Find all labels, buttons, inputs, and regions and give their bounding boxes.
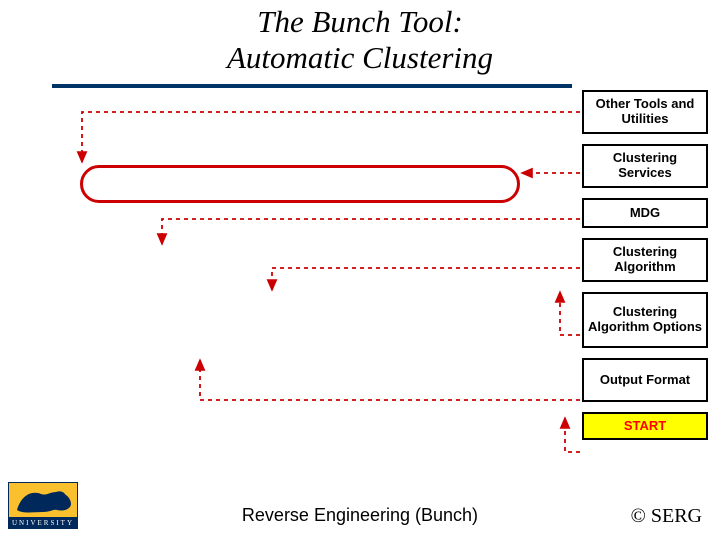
arrow-clust-opt-into-alg	[560, 292, 580, 335]
arrow-other-tools-to-corner	[82, 112, 580, 162]
box-clustering-services: Clustering Services	[582, 144, 708, 188]
footer-center: Reverse Engineering (Bunch)	[0, 505, 720, 526]
box-mdg: MDG	[582, 198, 708, 228]
box-clustering-algorithm: Clustering Algorithm	[582, 238, 708, 282]
title-line2: Automatic Clustering	[227, 40, 493, 75]
arrow-mdg-to-down	[162, 219, 580, 244]
arrow-start-to-out	[565, 418, 580, 452]
highlight-blob	[80, 165, 520, 203]
box-other-tools: Other Tools and Utilities	[582, 90, 708, 134]
box-clustering-algorithm-options: Clustering Algorithm Options	[582, 292, 708, 348]
copyright: © SERG	[631, 505, 702, 528]
box-output-format: Output Format	[582, 358, 708, 402]
slide-title: The Bunch Tool: Automatic Clustering	[0, 4, 720, 75]
arrow-out-fmt-up	[200, 360, 580, 400]
title-line1: The Bunch Tool:	[257, 4, 463, 39]
title-underline	[52, 84, 572, 88]
sidebar: Other Tools and Utilities Clustering Ser…	[582, 90, 708, 440]
box-start: START	[582, 412, 708, 440]
arrow-clust-alg-to-down	[272, 268, 580, 290]
